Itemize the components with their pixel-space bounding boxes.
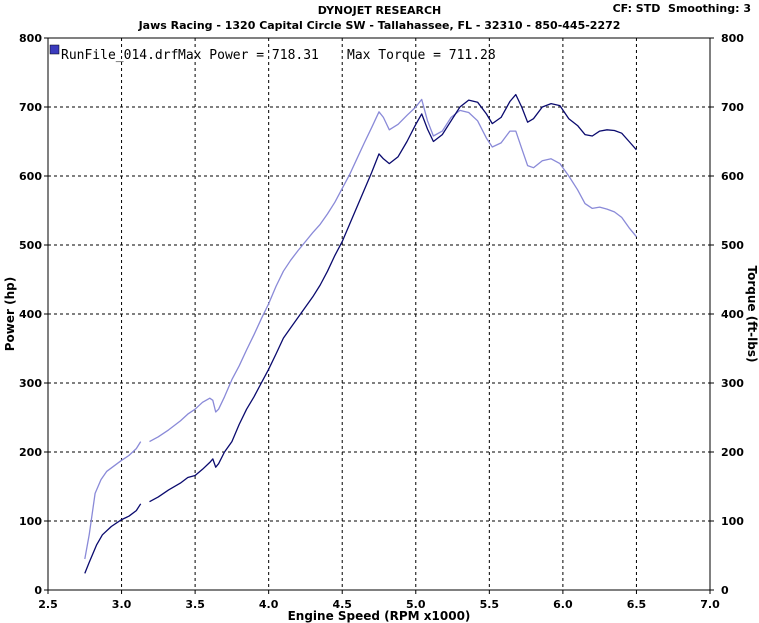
x-tick-label: 5.5 bbox=[480, 598, 500, 611]
legend: RunFile_014.drf Max Power = 718.31 Max T… bbox=[49, 44, 496, 63]
x-tick-label: 2.5 bbox=[38, 598, 58, 611]
y-tick-label: 100 bbox=[19, 515, 42, 528]
y2-tick-label: 200 bbox=[721, 446, 744, 459]
power-line bbox=[84, 503, 142, 574]
x-tick-label: 3.0 bbox=[112, 598, 132, 611]
y2-tick-label: 500 bbox=[721, 239, 744, 252]
x-tick-label: 4.5 bbox=[332, 598, 352, 611]
x-tick-label: 6.0 bbox=[553, 598, 573, 611]
y2-tick-label: 0 bbox=[721, 584, 729, 597]
torque-line bbox=[149, 98, 637, 443]
correction-info: CF: STD Smoothing: 3 bbox=[613, 2, 751, 15]
y-tick-label: 200 bbox=[19, 446, 42, 459]
power-line bbox=[149, 93, 637, 503]
y-axis-label: Power (hp) bbox=[3, 277, 17, 351]
y2-axis-label: Torque (ft-lbs) bbox=[745, 266, 759, 363]
x-tick-label: 6.5 bbox=[627, 598, 647, 611]
y-tick-label: 0 bbox=[34, 584, 42, 597]
legend-swatch bbox=[49, 44, 60, 55]
chart-title: DYNOJET RESEARCH bbox=[317, 4, 442, 17]
y-tick-label: 700 bbox=[19, 101, 42, 114]
x-tick-label: 5.0 bbox=[406, 598, 426, 611]
x-tick-label: 7.0 bbox=[700, 598, 720, 611]
y-tick-label: 600 bbox=[19, 170, 42, 183]
legend-max-power: Max Power = 718.31 bbox=[178, 48, 319, 63]
grid-lines bbox=[48, 38, 710, 590]
y2-tick-label: 600 bbox=[721, 170, 744, 183]
x-tick-label: 3.5 bbox=[185, 598, 205, 611]
y2-tick-label: 800 bbox=[721, 32, 744, 45]
smoothing-label: Smoothing: 3 bbox=[668, 2, 751, 15]
y2-tick-label: 400 bbox=[721, 308, 744, 321]
y-tick-label: 400 bbox=[19, 308, 42, 321]
y2-tick-label: 100 bbox=[721, 515, 744, 528]
y2-tick-label: 700 bbox=[721, 101, 744, 114]
legend-max-torque: Max Torque = 711.28 bbox=[347, 48, 496, 63]
y2-tick-label: 300 bbox=[721, 377, 744, 390]
series-group bbox=[84, 93, 637, 574]
legend-file: RunFile_014.drf bbox=[61, 48, 178, 63]
cf-label: CF: STD bbox=[612, 2, 661, 15]
torque-line bbox=[84, 441, 142, 560]
y-tick-label: 800 bbox=[19, 32, 42, 45]
y-tick-label: 300 bbox=[19, 377, 42, 390]
x-axis-label: Engine Speed (RPM x1000) bbox=[288, 609, 471, 623]
y-tick-label: 500 bbox=[19, 239, 42, 252]
x-tick-label: 4.0 bbox=[259, 598, 279, 611]
chart-subtitle: Jaws Racing - 1320 Capital Circle SW - T… bbox=[138, 19, 621, 32]
